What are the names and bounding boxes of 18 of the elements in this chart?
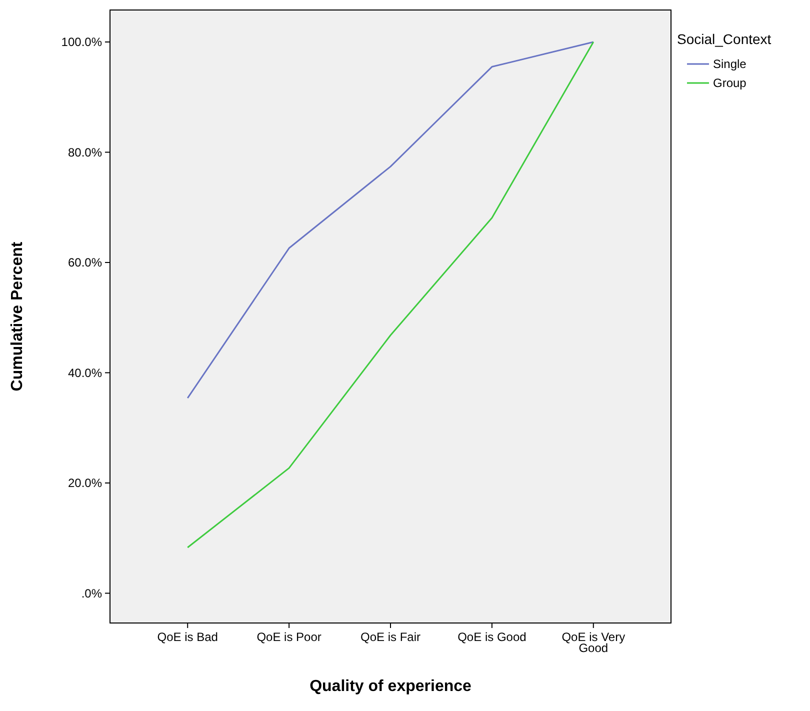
x-tick-label: QoE is Poor (256, 630, 322, 644)
legend-label: Group (713, 76, 747, 90)
legend-label: Single (713, 57, 747, 71)
y-tick-label: 40.0% (68, 366, 102, 380)
x-tick-label: QoE is Good (458, 630, 526, 644)
y-tick-label: 100.0% (61, 35, 102, 50)
legend-title: Social_Context (677, 31, 772, 47)
y-tick-label: 20.0% (68, 476, 102, 490)
x-tick-label: QoE is Fair (360, 630, 421, 644)
y-axis-title: Cumulative Percent (9, 241, 26, 392)
x-tick-label: QoE is Very Good (562, 630, 626, 655)
y-tick-label: .0% (81, 586, 102, 600)
y-tick-label: 80.0% (68, 145, 102, 160)
y-tick-label: 60.0% (68, 256, 102, 270)
line-series (186, 41, 594, 548)
x-axis-title: Quality of experience (310, 678, 472, 695)
x-tick-label: QoE is Bad (157, 630, 218, 644)
line-series (186, 41, 594, 399)
